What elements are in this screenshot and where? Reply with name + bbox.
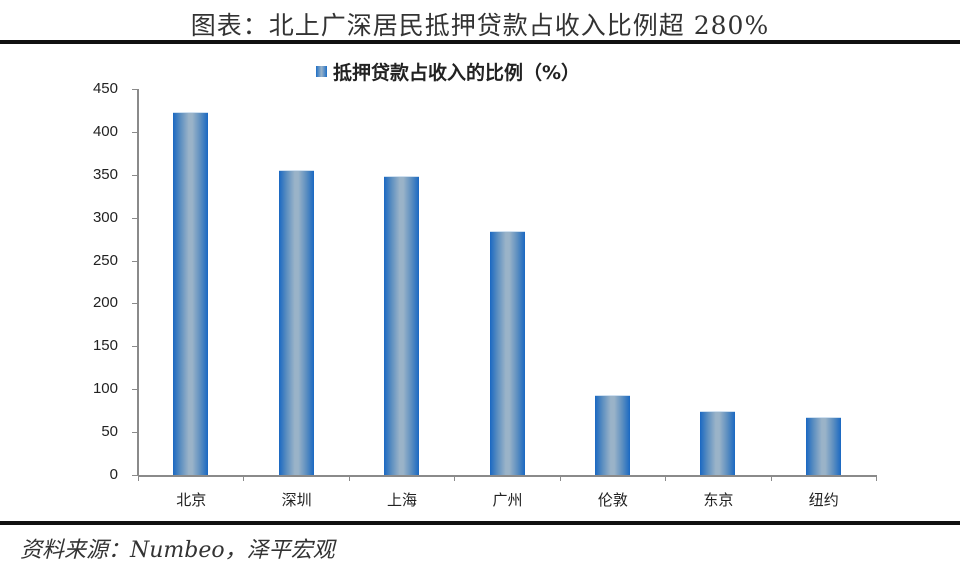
- y-tick-label: 200: [92, 294, 118, 312]
- y-tick-label: 350: [92, 165, 118, 183]
- x-tick-label: 深圳: [281, 491, 312, 509]
- bar-深圳: [278, 170, 314, 475]
- y-tick-label: 450: [92, 80, 118, 97]
- x-tick: [454, 475, 456, 481]
- x-tick: [876, 475, 877, 481]
- y-tick-label: 0: [109, 466, 118, 483]
- y-tick: [132, 475, 138, 476]
- x-tick-label: 北京: [176, 491, 207, 509]
- y-tick-label: 400: [92, 122, 118, 140]
- x-tick: [770, 475, 772, 481]
- y-tick: [132, 346, 138, 348]
- bar-伦敦: [594, 395, 630, 475]
- y-tick-label: 150: [92, 337, 118, 355]
- bar-上海: [384, 175, 420, 475]
- x-tick-label: 广州: [492, 491, 523, 509]
- x-tick-label: 上海: [387, 491, 418, 509]
- top-rule: [0, 40, 960, 44]
- x-tick: [665, 475, 667, 481]
- source-note: 资料来源：Numbeo，泽平宏观: [20, 538, 335, 563]
- y-tick: [132, 389, 138, 391]
- legend-swatch-icon: [316, 66, 327, 77]
- y-tick: [132, 432, 138, 434]
- bottom-rule: [0, 521, 960, 525]
- y-tick-label: 100: [92, 380, 118, 398]
- legend: 抵押贷款占收入的比例（%）: [316, 58, 580, 85]
- legend-label: 抵押贷款占收入的比例（%）: [333, 62, 581, 84]
- y-tick: [132, 303, 138, 305]
- x-tick-label: 东京: [703, 491, 734, 509]
- x-tick: [348, 475, 350, 481]
- y-tick: [132, 174, 138, 176]
- x-tick: [559, 475, 561, 481]
- x-tick-label: 伦敦: [597, 491, 628, 509]
- bar-广州: [489, 231, 525, 475]
- x-tick-label: 纽约: [808, 491, 839, 509]
- y-tick: [132, 260, 138, 262]
- y-tick: [132, 89, 138, 90]
- plot-area: 0 50 100 150 200 250 300 350 400 450 北京 深圳 上海 广州 伦敦 东京 纽…: [92, 80, 877, 509]
- y-axis: [137, 89, 139, 476]
- bar-北京: [173, 112, 209, 475]
- x-tick: [138, 475, 139, 481]
- y-tick-label: 300: [92, 208, 118, 226]
- bar-纽约: [805, 416, 841, 475]
- bar-东京: [700, 410, 736, 475]
- y-tick: [132, 217, 138, 219]
- y-tick: [132, 131, 138, 133]
- x-tick: [243, 475, 245, 481]
- chart-title: 图表：北上广深居民抵押贷款占收入比例超 280%: [190, 11, 770, 40]
- x-axis: [138, 475, 876, 477]
- y-tick-label: 250: [92, 251, 118, 269]
- y-tick-label: 50: [101, 423, 118, 441]
